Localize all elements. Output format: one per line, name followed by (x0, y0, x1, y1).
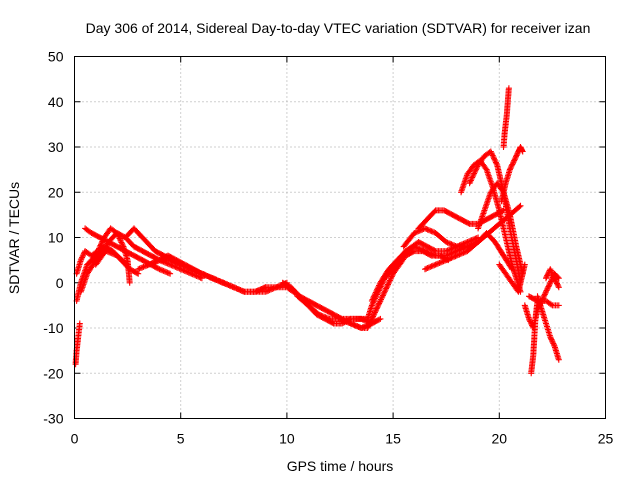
data-point-markers (279, 279, 375, 327)
data-point-markers (72, 320, 83, 368)
series-arc-x (496, 261, 528, 295)
y-tick-label: 40 (48, 94, 64, 110)
y-tick-label: -30 (43, 411, 63, 427)
y-tick-label: 10 (48, 230, 64, 246)
series-arc-k (279, 279, 375, 327)
series-arc-j (252, 284, 371, 322)
data-point-markers (415, 207, 507, 232)
series-arc-r (422, 230, 515, 273)
data-point-markers (496, 261, 528, 295)
y-tick-label: -20 (43, 365, 63, 381)
y-tick-label: 0 (56, 275, 64, 291)
y-tick-label: 30 (48, 139, 64, 155)
plot-frame (74, 56, 606, 419)
series-arc-ab (526, 293, 562, 309)
data-point-markers (422, 230, 515, 273)
series-arc-q (415, 207, 507, 232)
data-point-markers (526, 293, 562, 309)
data-point-markers (500, 85, 512, 150)
series-arc-v (498, 144, 526, 205)
x-tick-label: 15 (385, 431, 401, 447)
data-point-markers (528, 297, 541, 377)
data-point-markers (252, 284, 371, 322)
x-tick-label: 10 (279, 431, 295, 447)
chart-title: Day 306 of 2014, Sidereal Day-to-day VTE… (86, 20, 591, 36)
x-tick-label: 5 (177, 431, 185, 447)
series-arc-f (92, 230, 205, 282)
series-arc-b (72, 320, 83, 368)
data-series (72, 85, 562, 377)
data-point-markers (92, 230, 205, 282)
y-tick-label: -10 (43, 320, 63, 336)
x-tick-label: 0 (71, 431, 79, 447)
series-arc-z (528, 297, 541, 377)
data-point-markers (498, 144, 526, 205)
axis-ticks: -30 -20 -10 0 10 20 30 40 50 0 5 10 15 20 25 (43, 49, 613, 447)
y-tick-label: 20 (48, 184, 64, 200)
x-tick-label: 25 (598, 431, 614, 447)
y-axis-label: SDTVAR / TECUs (6, 182, 22, 294)
series-arc-c (73, 225, 133, 286)
series-arc-ac (543, 266, 562, 291)
data-point-markers (543, 266, 562, 291)
series-arc-w (500, 85, 512, 150)
series-arc-u (475, 180, 526, 277)
x-tick-label: 20 (492, 431, 508, 447)
x-axis-label: GPS time / hours (287, 458, 394, 474)
y-tick-label: 50 (48, 49, 64, 65)
grid (74, 56, 606, 419)
data-point-markers (475, 180, 526, 277)
data-point-markers (73, 225, 133, 286)
